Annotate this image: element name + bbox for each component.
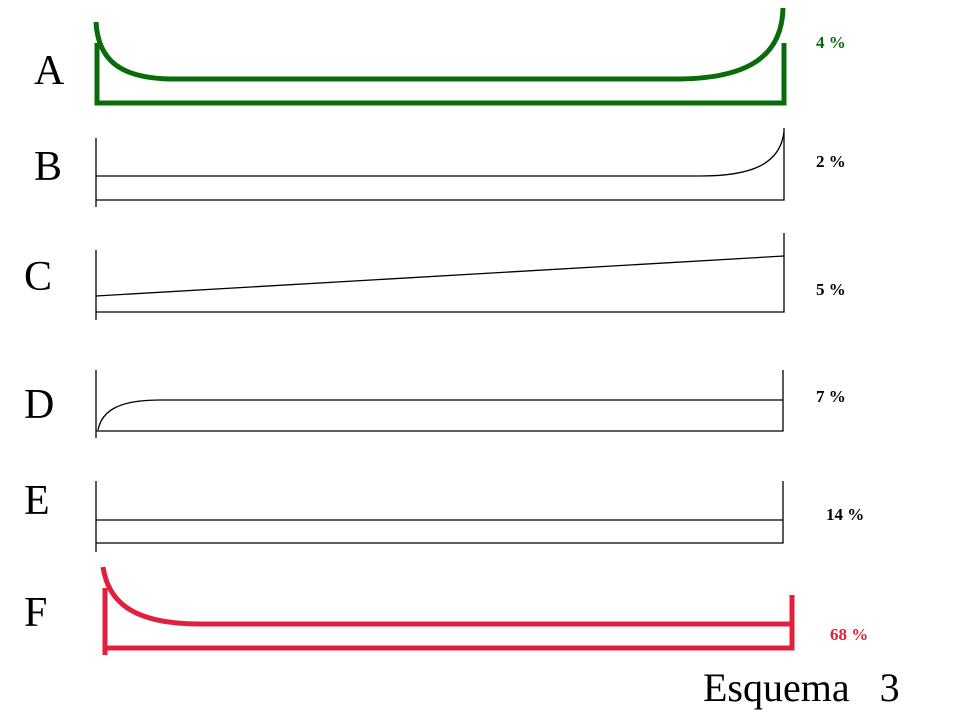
profile-row-d: D 7 % (24, 370, 846, 438)
diagram-caption: Esquema 3 (703, 665, 900, 710)
row-a-letter: A (34, 48, 65, 94)
profile-row-f: F 68 % (24, 566, 868, 655)
profile-row-c: C 5 % (24, 233, 846, 320)
row-c-base-bracket (95, 233, 785, 320)
row-c-percent: 5 % (816, 280, 846, 299)
row-f-profile-curve (100, 566, 792, 627)
row-a-percent: 4 % (816, 33, 846, 52)
row-f-base-bracket (102, 588, 795, 655)
row-e-letter: E (24, 478, 50, 524)
row-d-percent: 7 % (816, 387, 846, 406)
row-f-percent: 68 % (830, 625, 868, 644)
row-e-base-bracket (95, 481, 784, 552)
profile-row-e: E 14 % (24, 478, 864, 552)
row-b-base-bracket (95, 128, 785, 207)
row-d-letter: D (24, 382, 54, 428)
row-a-profile-curve (93, 7, 786, 82)
row-d-base-bracket (95, 370, 784, 438)
row-e-percent: 14 % (826, 505, 864, 524)
row-b-profile-curve (96, 131, 785, 177)
profile-row-b: B 2 % (34, 128, 846, 207)
profile-row-a: A 4 % (34, 7, 846, 106)
row-f-letter: F (24, 590, 47, 636)
row-d-profile-curve (97, 399, 783, 431)
row-c-letter: C (24, 254, 52, 300)
row-a-base-bracket (94, 43, 787, 106)
row-b-percent: 2 % (816, 152, 846, 171)
row-b-letter: B (34, 144, 62, 190)
row-c-profile-line (95, 255, 785, 297)
